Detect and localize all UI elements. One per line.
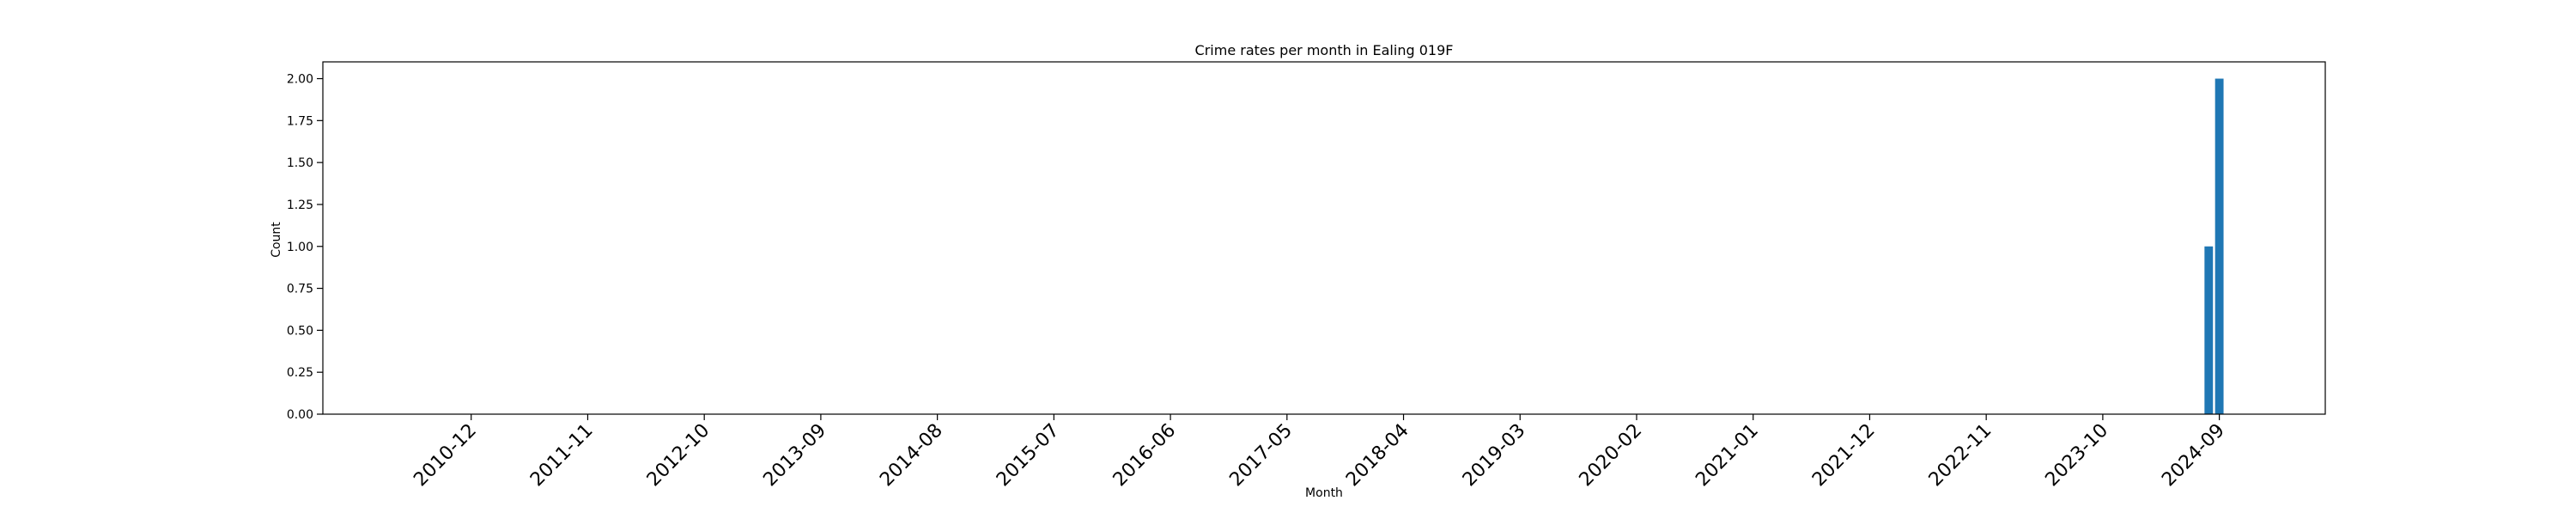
y-tick-label: 0.25 (287, 366, 313, 380)
x-tick-label: 2011-11 (526, 420, 598, 492)
x-tick-label: 2021-12 (1808, 420, 1880, 492)
y-tick-label: 1.00 (287, 241, 313, 254)
x-tick-label: 2013-09 (759, 420, 830, 492)
y-axis: 0.00 0.25 0.50 0.75 1.00 1.25 1.50 1.75 2.00 (287, 73, 323, 422)
x-tick-label: 2023-10 (2041, 420, 2112, 492)
x-tick-label: 2017-05 (1225, 420, 1297, 492)
x-tick-label: 2024-09 (2158, 420, 2229, 492)
x-tick-label: 2020-02 (1576, 420, 1647, 492)
x-tick-label: 2012-10 (643, 420, 714, 492)
chart-title: Crime rates per month in Ealing 019F (1195, 42, 1454, 58)
bar-2024-08 (2204, 246, 2214, 414)
x-tick-label: 2018-04 (1342, 420, 1413, 492)
y-tick-label: 1.50 (287, 156, 313, 170)
x-tick-label: 2016-06 (1109, 420, 1181, 492)
x-tick-label: 2014-08 (876, 420, 947, 492)
x-tick-label: 2015-07 (993, 420, 1064, 492)
y-tick-label: 2.00 (287, 73, 313, 87)
y-tick-label: 1.25 (287, 198, 313, 212)
bar-2024-09 (2215, 78, 2224, 415)
bars-layer (2204, 78, 2224, 415)
y-tick-label: 0.75 (287, 283, 313, 296)
y-axis-label: Count (270, 222, 283, 258)
y-tick-label: 0.50 (287, 324, 313, 338)
y-tick-label: 0.00 (287, 408, 313, 422)
x-tick-label: 2010-12 (410, 420, 481, 492)
x-axis-label: Month (1305, 486, 1343, 500)
plot-frame (322, 61, 2326, 415)
x-tick-label: 2019-03 (1459, 420, 1530, 492)
y-tick-label: 1.75 (287, 114, 313, 128)
x-tick-label: 2021-01 (1692, 420, 1763, 492)
x-tick-label: 2022-11 (1925, 420, 1996, 492)
x-axis: 2010-12 2011-11 2012-10 2013-09 2014-08 2015-… (410, 414, 2229, 491)
